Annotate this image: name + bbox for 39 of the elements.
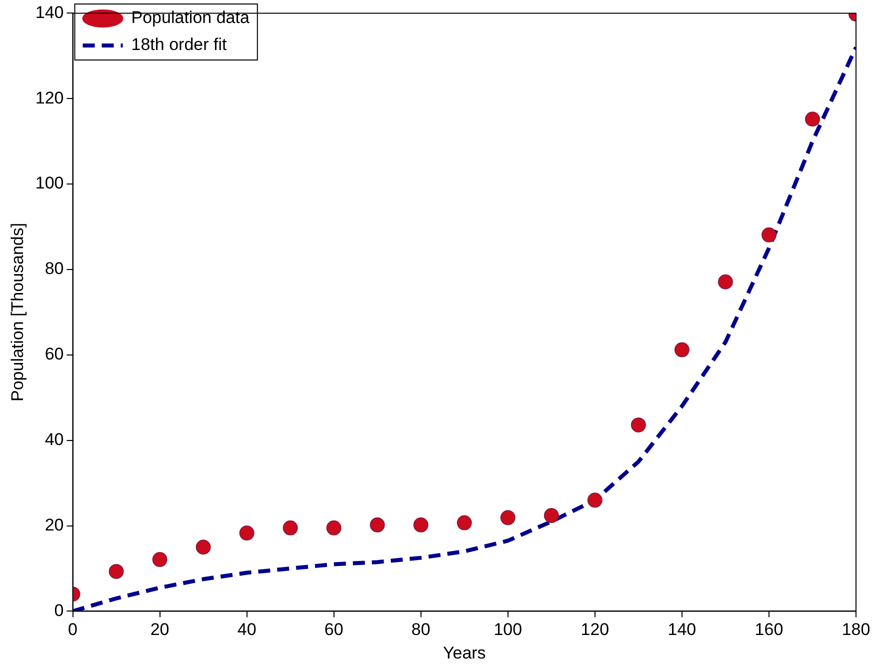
y-tick-label: 20 (44, 515, 64, 534)
y-tick-label: 60 (44, 344, 64, 364)
point (718, 274, 733, 290)
point (804, 112, 820, 127)
y-tick-label: 120 (35, 88, 64, 108)
point (239, 526, 254, 541)
x-tick-label: 100 (494, 620, 522, 640)
x-tick-label: 180 (842, 620, 870, 640)
point (500, 510, 516, 526)
x-tick-label: 80 (411, 620, 430, 640)
point (326, 520, 342, 536)
legend-label: Population data (131, 8, 250, 28)
y-tick-label: 80 (44, 259, 64, 278)
x-tick-label: 0 (68, 620, 78, 640)
point (196, 540, 211, 555)
x-tick-label: 120 (580, 620, 610, 640)
y-tick-label: 140 (35, 2, 64, 22)
point (630, 417, 646, 432)
legend-label: 18th order fit (131, 35, 227, 54)
point (456, 515, 472, 530)
point (587, 492, 602, 508)
point (370, 517, 385, 532)
point (413, 517, 428, 532)
point (674, 342, 690, 358)
x-tick-label: 140 (668, 620, 696, 640)
y-tick-label: 40 (44, 430, 64, 450)
x-tick-label: 160 (754, 620, 784, 640)
y-tick-label: 100 (35, 174, 64, 193)
point (761, 227, 776, 242)
point (282, 520, 298, 536)
y-axis-title: Population [Thousands] (8, 222, 27, 402)
y-tick-label: 0 (54, 600, 64, 620)
point (544, 508, 559, 524)
x-tick-label: 40 (237, 620, 256, 640)
point (152, 552, 168, 568)
x-tick-label: 60 (324, 620, 344, 640)
x-tick-label: 20 (150, 620, 170, 640)
x-axis-title: Years (442, 643, 486, 662)
point (108, 564, 124, 579)
